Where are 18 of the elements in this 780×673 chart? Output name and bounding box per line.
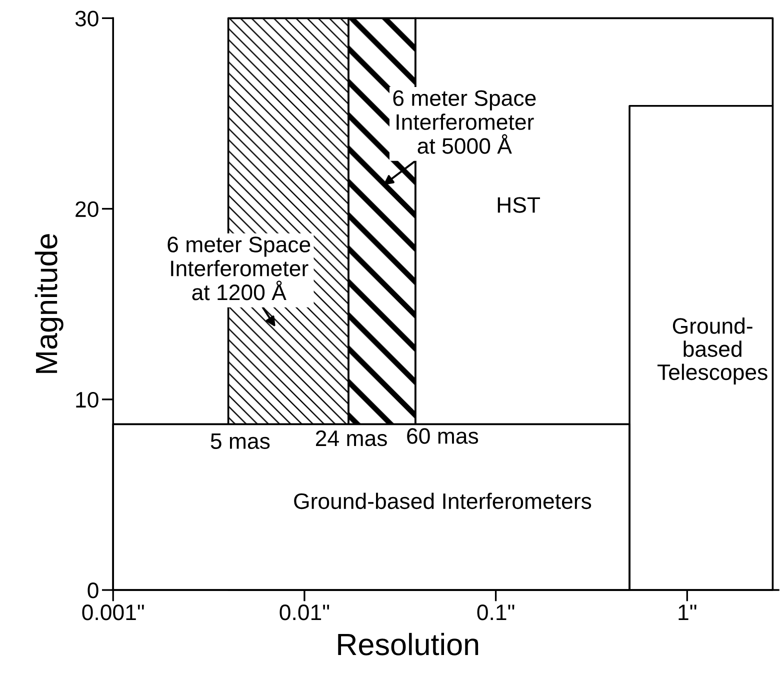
annotation: 5 mas — [210, 434, 270, 450]
y-tick-label: 10 — [76, 392, 98, 408]
x-tick-label: 0.1" — [477, 604, 514, 620]
annotation: 6 meter Space Interferometer at 1200 Å — [168, 236, 310, 300]
annotation: 60 mas — [407, 428, 478, 444]
annotation: 6 meter Space Interferometer at 5000 Å — [393, 90, 536, 154]
y-tick-label: 0 — [88, 582, 98, 598]
annotation: 24 mas — [316, 430, 387, 446]
x-tick-label: 1" — [678, 604, 696, 620]
annotation: Ground- based Telescopes — [657, 318, 768, 384]
x-axis-title: Resolution — [338, 632, 478, 656]
y-tick-label: 20 — [76, 201, 98, 218]
y-axis-title: Magnitude — [34, 234, 64, 373]
annotation: HST — [498, 197, 540, 213]
annotation: Ground-based Interferometers — [294, 492, 592, 510]
x-tick-label: 0.01" — [280, 604, 330, 620]
x-tick-label: 0.001" — [82, 604, 144, 620]
y-tick-label: 30 — [75, 10, 98, 26]
